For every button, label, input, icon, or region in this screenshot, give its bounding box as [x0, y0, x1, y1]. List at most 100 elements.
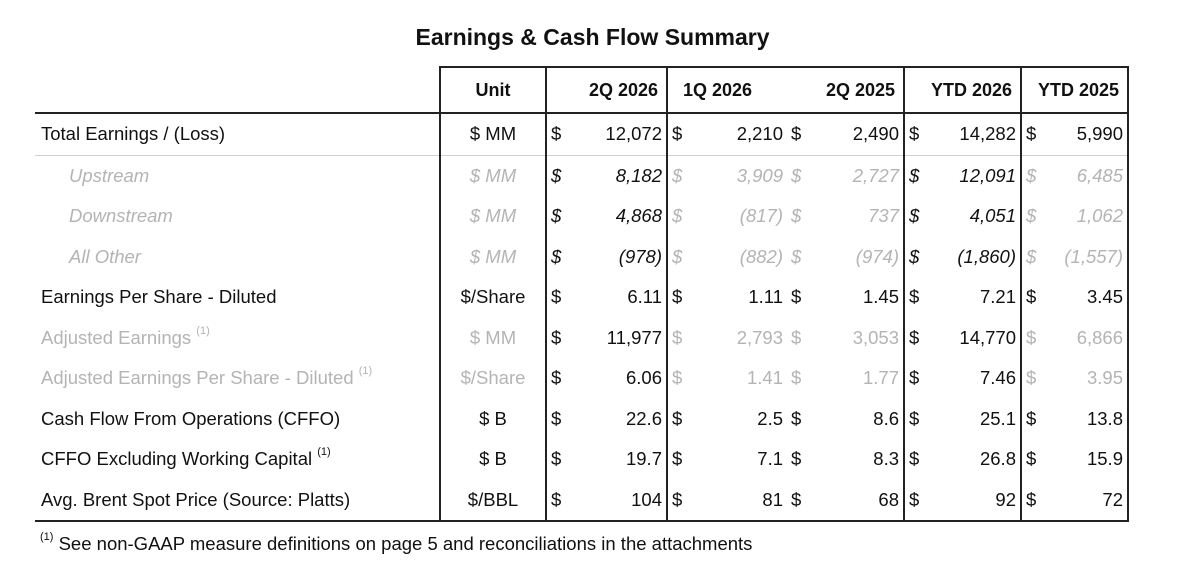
currency-symbol: $: [545, 236, 566, 277]
currency-symbol: $: [791, 367, 802, 389]
row-label-text: Cash Flow From Operations (CFFO): [41, 407, 341, 429]
cell-value: 7.21: [979, 286, 1016, 308]
cell-value: (978): [618, 245, 662, 267]
earnings-table: Unit 2Q 2026 1Q 2026 2Q 2025 YTD 2026 YT…: [35, 66, 1129, 522]
cell-value: 68: [807, 479, 904, 522]
cell-value: 2,490: [807, 113, 904, 156]
cell-value: 8.3: [873, 448, 899, 470]
cell-value: 3.95: [1041, 358, 1129, 399]
currency-symbol: $: [903, 236, 924, 277]
cell-value: 1.45: [862, 286, 899, 308]
cell-value: 2.5: [757, 407, 783, 429]
currency-symbol: $: [545, 479, 566, 522]
cell-value: 2,210: [687, 113, 787, 156]
footnote-ref: (1): [317, 446, 331, 459]
currency-symbol: $: [791, 448, 802, 470]
currency-symbol: $: [666, 439, 687, 480]
currency-symbol: $: [903, 439, 924, 480]
table-row: Total Earnings / (Loss) $ MM $12,072 $2,210…: [35, 113, 1129, 156]
cell-value: 4,051: [969, 205, 1016, 227]
currency-symbol: $: [903, 113, 924, 156]
currency-symbol: $: [545, 155, 566, 196]
unit-header: Unit: [439, 66, 546, 114]
row-label-text: All Other: [69, 245, 141, 267]
currency-symbol: $: [666, 479, 687, 522]
row-unit: $ B: [439, 398, 546, 439]
page-title: Earnings & Cash Flow Summary: [415, 24, 770, 50]
currency-symbol: $: [903, 479, 924, 522]
currency-symbol: $: [1020, 479, 1041, 522]
cell-value: 72: [1041, 479, 1129, 522]
row-unit: $ MM: [439, 317, 546, 358]
cell-value: 737: [868, 205, 899, 227]
currency-symbol: $: [1020, 155, 1041, 196]
currency-symbol: $: [903, 358, 924, 399]
currency-symbol: $: [903, 155, 924, 196]
footnote-ref: (1): [358, 365, 373, 378]
table-row: CFFO Excluding Working Capital (1) $ B $19…: [35, 439, 1129, 480]
cell-value: (974): [855, 245, 899, 267]
footnote-ref: (1): [196, 324, 210, 337]
cell-value: 1.41: [746, 367, 783, 389]
currency-symbol: $: [545, 113, 566, 156]
row-unit: $ MM: [439, 113, 546, 156]
row-label: CFFO Excluding Working Capital (1): [35, 439, 440, 480]
cell-value: 8,182: [615, 164, 662, 186]
currency-symbol: $: [903, 398, 924, 439]
cell-value: 8.6: [873, 407, 899, 429]
cell-value: 5,990: [1041, 113, 1129, 156]
cell-value: 19.7: [625, 448, 662, 470]
cell-value: (1,860): [957, 245, 1016, 267]
currency-symbol: $: [545, 398, 566, 439]
currency-symbol: $: [666, 358, 687, 399]
cell-value: 25.1: [979, 407, 1016, 429]
currency-symbol: $: [1020, 113, 1041, 156]
currency-symbol: $: [903, 277, 924, 318]
currency-symbol: $: [791, 286, 802, 308]
currency-symbol: $: [666, 196, 687, 237]
currency-symbol: $: [1020, 317, 1041, 358]
row-unit: $ MM: [439, 236, 546, 277]
row-label: Adjusted Earnings Per Share - Diluted (1…: [35, 358, 440, 399]
table-row: Downstream $ MM $4,868 $ (817) $737 $4,051 $1,0…: [35, 196, 1129, 237]
row-label-text: Upstream: [69, 164, 150, 186]
row-unit: $/Share: [439, 277, 546, 318]
footnote-mark: (1): [40, 531, 54, 543]
currency-symbol: $: [545, 317, 566, 358]
currency-symbol: $: [903, 196, 924, 237]
table-row: Earnings Per Share - Diluted $/Share $6.11…: [35, 277, 1129, 318]
cell-value: 6.11: [627, 286, 662, 308]
currency-symbol: $: [791, 164, 802, 186]
currency-symbol: $: [791, 326, 802, 348]
label-header: [35, 67, 440, 114]
row-label-text: CFFO Excluding Working Capital: [41, 448, 313, 470]
cell-value: 81: [687, 479, 787, 522]
cell-value: 7.46: [979, 367, 1016, 389]
currency-symbol: $: [545, 358, 566, 399]
row-unit: $/BBL: [439, 479, 546, 522]
cell-value: 3,909: [736, 164, 783, 186]
currency-symbol: $: [545, 277, 566, 318]
row-label: Avg. Brent Spot Price (Source: Platts): [35, 479, 440, 522]
cell-value: 14,770: [959, 326, 1016, 348]
footnote: (1) See non-GAAP measure definitions on …: [40, 531, 752, 555]
cell-value: 92: [924, 479, 1021, 522]
currency-symbol: $: [1020, 439, 1041, 480]
table-row: Upstream $ MM $8,182 $3,909 $2,727 $12,091 $6,…: [35, 155, 1129, 196]
period-header-2q2026: 2Q 2026: [545, 66, 667, 114]
table-row: Adjusted Earnings (1) $ MM $11,977 $2,793 $3…: [35, 317, 1129, 359]
period-header-ytd2026: YTD 2026: [903, 66, 1021, 114]
cell-value: 7.1: [757, 448, 783, 470]
cell-value: 15.9: [1041, 439, 1129, 480]
currency-symbol: $: [666, 113, 687, 156]
currency-symbol: $: [903, 317, 924, 358]
cell-value: 22.6: [625, 407, 662, 429]
currency-symbol: $: [787, 113, 807, 156]
currency-symbol: $: [545, 439, 566, 480]
table-row: Cash Flow From Operations (CFFO) $ B $22.6…: [35, 398, 1129, 439]
currency-symbol: $: [666, 317, 687, 358]
row-label: Adjusted Earnings (1): [35, 318, 440, 359]
currency-symbol: $: [1020, 358, 1041, 399]
row-label: Total Earnings / (Loss): [35, 113, 440, 156]
row-unit: $/Share: [439, 358, 546, 399]
